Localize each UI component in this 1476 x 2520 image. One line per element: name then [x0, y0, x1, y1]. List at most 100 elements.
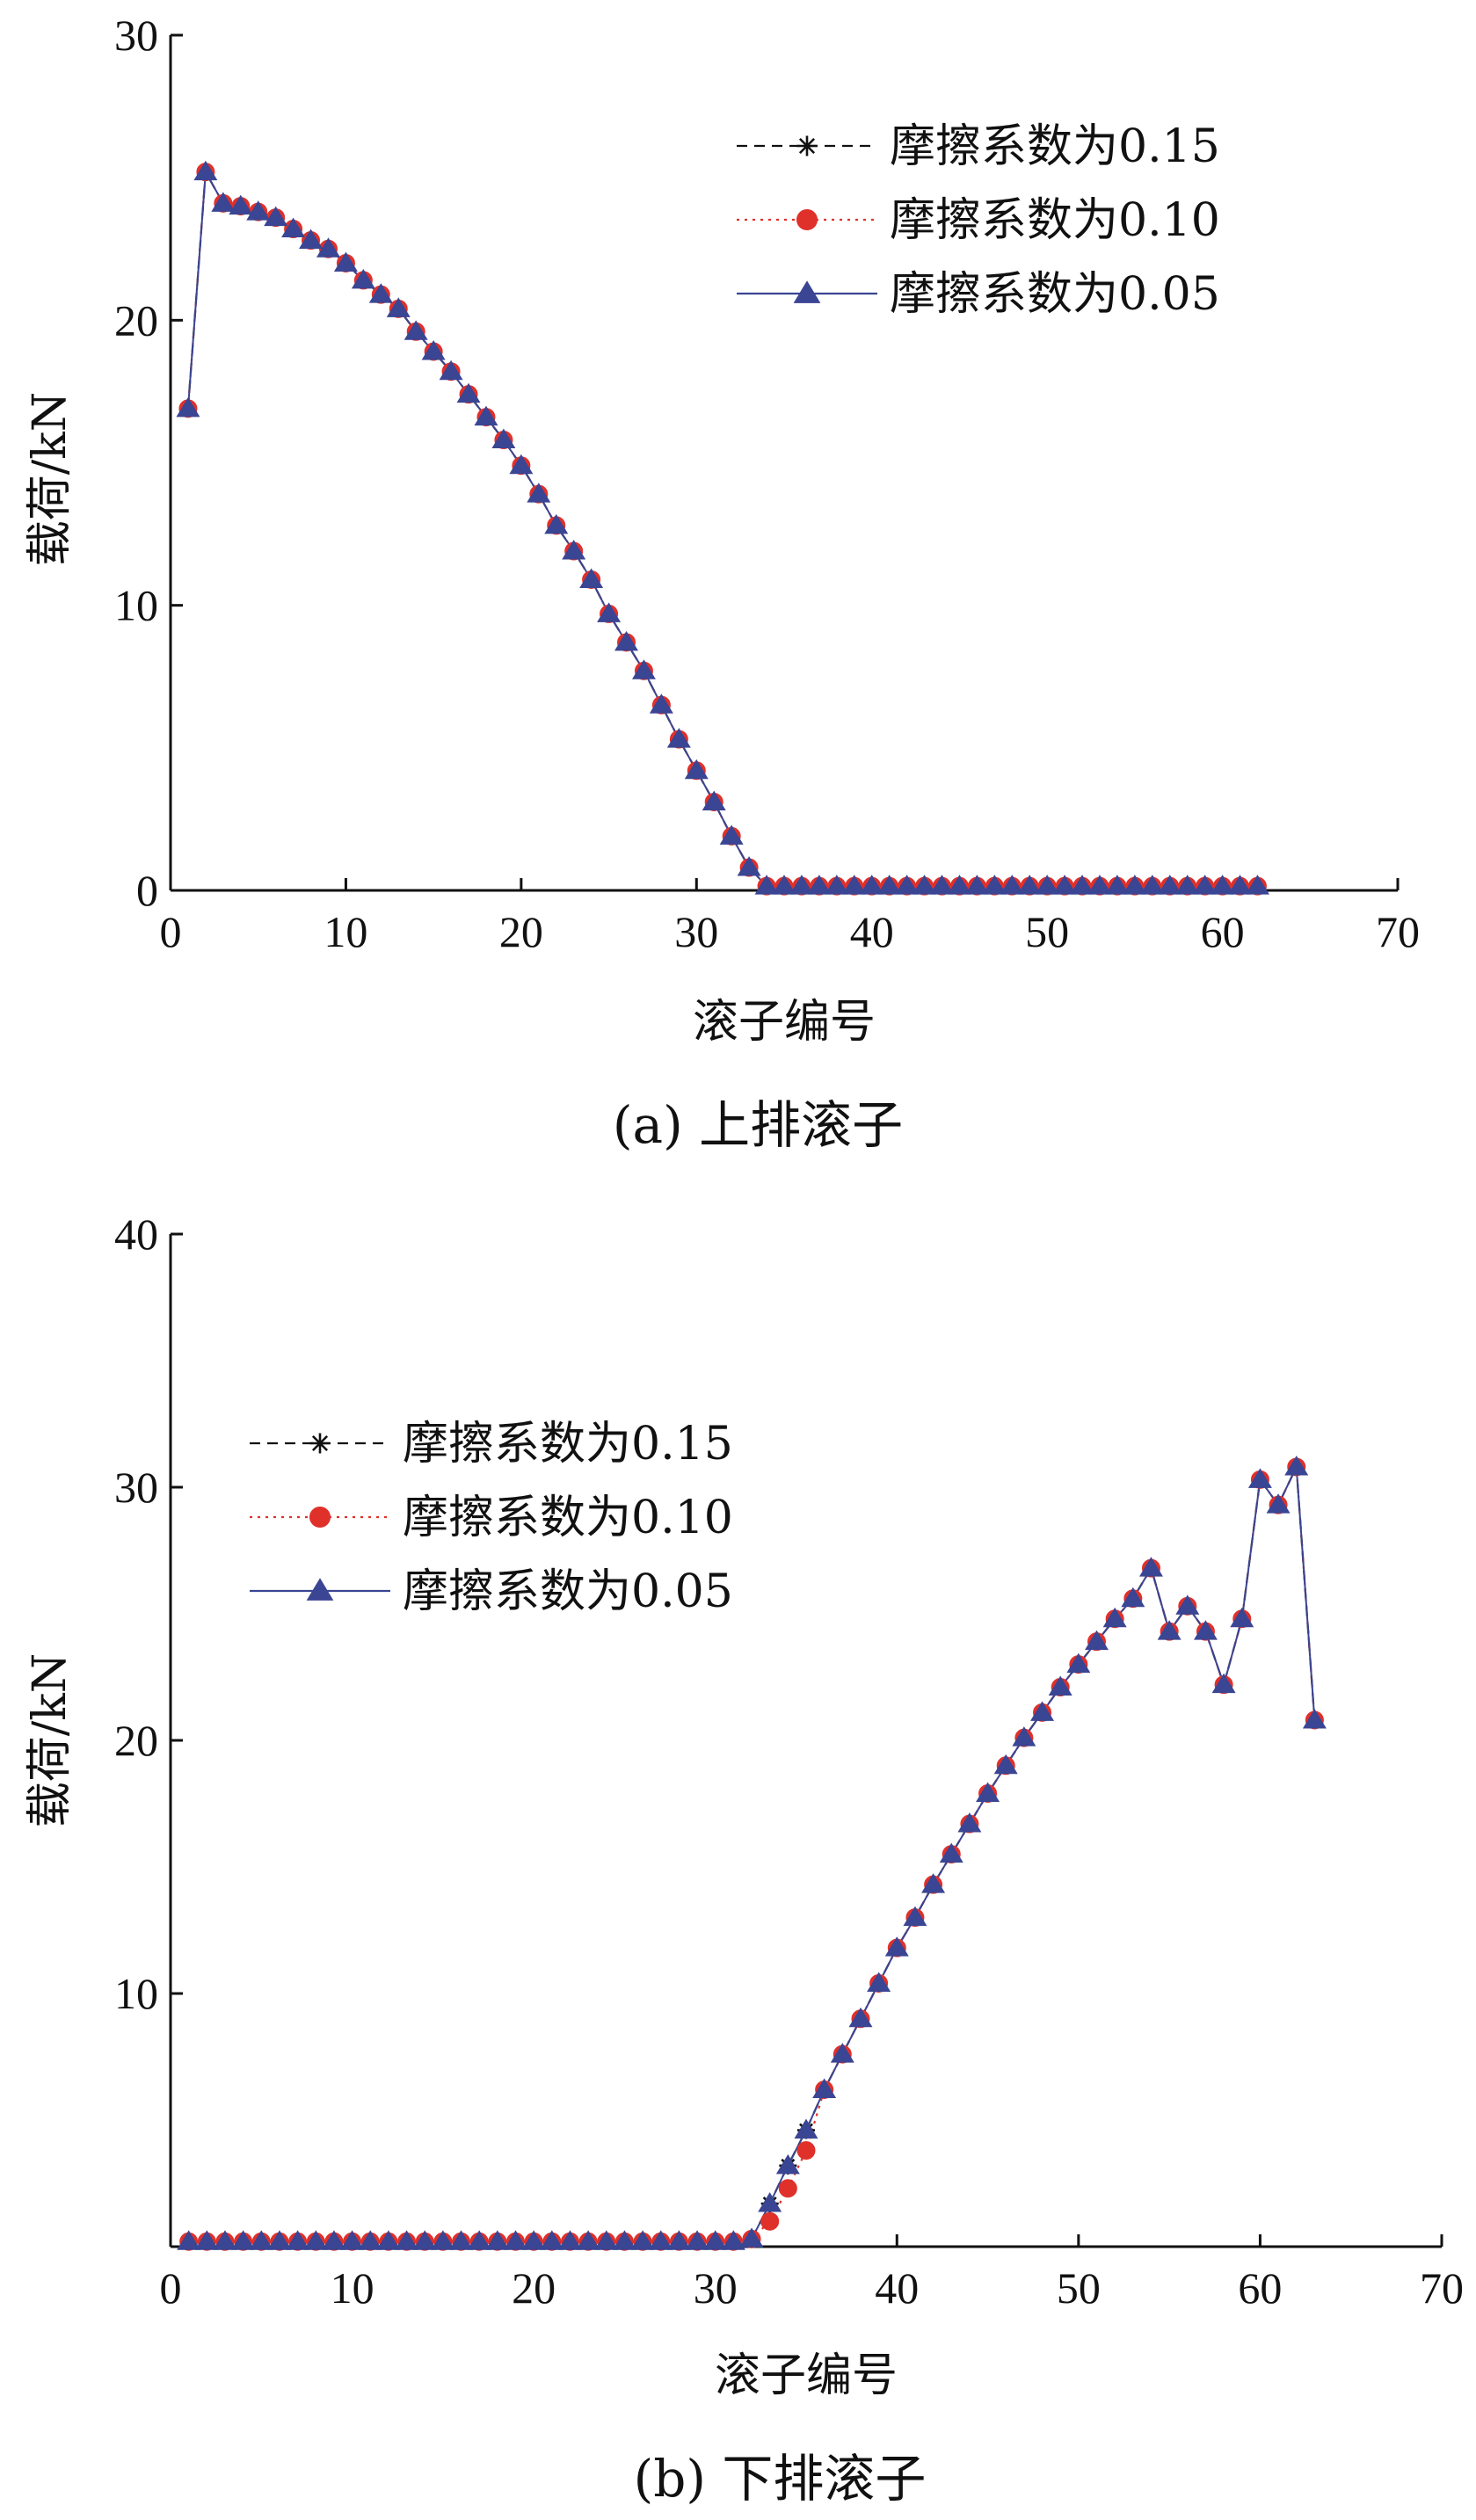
data-point	[303, 2230, 328, 2250]
data-point	[1247, 1468, 1272, 1488]
data-point	[1048, 1675, 1072, 1696]
data-point	[1085, 1630, 1109, 1651]
data-point	[1228, 875, 1252, 895]
data-point	[1175, 875, 1200, 895]
data-point	[467, 2230, 491, 2250]
data-point	[231, 2230, 256, 2250]
data-point	[340, 2230, 365, 2250]
x-tick-label: 20	[499, 907, 543, 956]
chart-upper-rollers: 0 10 20 30 40 50 60 70 0 10 20 30 滚子编号 载荷/kN (a) 上排滚子 摩…	[24, 11, 1420, 1155]
legend-entry-label: 摩擦系数为0.15	[403, 1418, 733, 1471]
data-point	[685, 2230, 709, 2250]
data-point	[456, 382, 481, 403]
data-point	[540, 2230, 564, 2250]
data-point	[439, 359, 463, 381]
y-tick-label: 10	[114, 581, 158, 630]
legend-marker	[796, 209, 818, 230]
data-point	[299, 229, 324, 250]
data-point	[703, 2230, 728, 2250]
data-point	[249, 2230, 273, 2250]
data-point	[666, 2230, 691, 2250]
data-point	[1000, 875, 1024, 895]
data-point	[412, 2230, 437, 2250]
data-point	[848, 2007, 873, 2028]
data-point	[557, 2230, 582, 2250]
x-tick-label: 0	[160, 907, 182, 956]
series-line-2	[188, 1463, 1316, 2243]
data-point	[213, 2230, 237, 2250]
data-point	[229, 194, 253, 215]
data-point	[579, 568, 604, 588]
data-point	[562, 540, 586, 560]
data-point	[630, 2230, 655, 2250]
legend-marker	[309, 1433, 331, 1454]
data-point	[1157, 1620, 1182, 1640]
data-point	[1284, 1455, 1309, 1476]
data-point	[807, 875, 832, 895]
data-point	[395, 2230, 419, 2250]
legend-entry-label: 摩擦系数为0.10	[403, 1492, 733, 1544]
y-tick-label: 10	[114, 1969, 158, 2018]
data-point	[1211, 1673, 1236, 1694]
data-point	[666, 728, 691, 748]
data-point	[614, 630, 638, 651]
legend-marker	[306, 1578, 334, 1601]
data-point	[1302, 1708, 1327, 1729]
data-point	[527, 483, 551, 503]
data-point	[1121, 1587, 1145, 1608]
data-point	[825, 875, 849, 895]
data-point	[758, 2192, 782, 2212]
data-point	[193, 160, 218, 181]
data-point	[702, 790, 726, 810]
series-line-1	[188, 1463, 1316, 2243]
data-point	[631, 659, 656, 679]
data-point	[281, 217, 306, 238]
x-axis-label: 滚子编号	[715, 2349, 898, 2402]
data-point	[649, 694, 673, 714]
data-point	[775, 2153, 800, 2175]
x-tick-label: 20	[512, 2263, 556, 2313]
data-point	[267, 2230, 292, 2250]
data-point	[721, 2230, 745, 2250]
data-point	[860, 875, 884, 895]
data-point	[796, 2141, 816, 2161]
data-point	[594, 2230, 619, 2250]
data-point	[1102, 1607, 1127, 1628]
data-point	[1087, 875, 1112, 895]
data-point	[1139, 1557, 1163, 1577]
data-point	[842, 875, 867, 895]
x-tick-label: 30	[674, 907, 718, 956]
data-point	[194, 2230, 219, 2250]
data-point	[895, 875, 920, 895]
data-point	[1245, 875, 1269, 895]
x-tick-label: 50	[1025, 907, 1069, 956]
data-point	[867, 1972, 891, 1992]
legend-entry-label: 摩擦系数为0.05	[403, 1565, 733, 1618]
data-point	[921, 1873, 946, 1893]
data-point	[376, 2230, 401, 2250]
data-point	[177, 2230, 201, 2250]
data-point	[544, 513, 569, 534]
y-tick-label: 20	[114, 295, 158, 345]
data-point	[431, 2230, 455, 2250]
data-point	[1030, 1701, 1055, 1721]
data-point	[597, 602, 622, 622]
data-point	[368, 283, 393, 303]
data-point	[649, 2230, 673, 2250]
data-point	[1123, 875, 1147, 895]
x-tick-label: 30	[694, 2263, 738, 2313]
data-point	[449, 2230, 473, 2250]
data-point	[976, 1782, 1000, 1802]
data-point	[930, 875, 954, 895]
y-tick-label: 20	[114, 1716, 158, 1765]
data-point	[246, 200, 271, 221]
data-point	[719, 824, 744, 845]
data-point	[778, 2179, 797, 2198]
x-tick-label: 40	[850, 907, 894, 956]
data-point	[760, 2211, 780, 2231]
data-point	[1070, 875, 1094, 895]
series-markers-3	[177, 1455, 1327, 2250]
data-point	[322, 2230, 346, 2250]
data-point	[474, 405, 498, 426]
series-line-3	[188, 1463, 1316, 2243]
